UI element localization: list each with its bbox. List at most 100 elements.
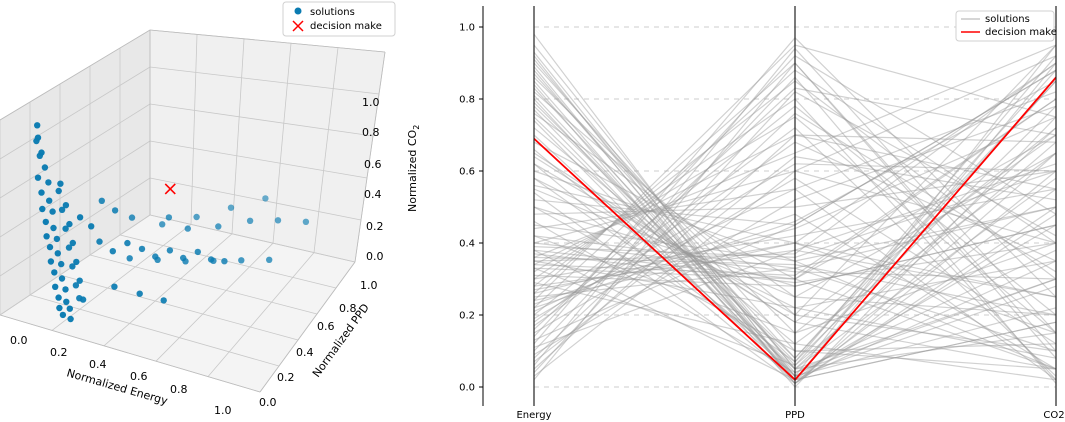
parallel-coordinates-chart: 0.0 0.2 0.4 0.6 0.8 1.0 Energy PPD CO2 soluti… [459, 6, 1065, 421]
scatter-point [50, 224, 57, 232]
scatter-point [124, 239, 131, 247]
scatter-point [221, 258, 228, 265]
x-tick-label: 0.0 [10, 334, 28, 347]
x-tick-labels: 0.0 0.2 0.4 0.6 0.8 1.0 [10, 334, 232, 417]
scatter-point [36, 152, 43, 159]
scatter-point [138, 245, 146, 253]
scatter-point [62, 202, 70, 209]
scatter-point [262, 195, 269, 202]
legend-solutions-label: solutions [985, 14, 1030, 25]
scatter-point [66, 220, 73, 228]
scatter-point [38, 189, 45, 196]
scatter-point [51, 269, 58, 276]
y-tick-label: 1.0 [459, 23, 475, 34]
scatter-point [73, 258, 80, 266]
scatter-point [63, 298, 70, 305]
scatter-point [76, 295, 83, 302]
scatter-point [111, 283, 118, 290]
grid-line [155, 242, 274, 362]
x-axis-label: Normalized Energy [65, 366, 169, 407]
scatter-point [49, 208, 56, 215]
scatter-point [184, 225, 191, 232]
scatter-point [302, 218, 310, 225]
scatter-point [69, 239, 77, 247]
grid-line [0, 66, 151, 160]
scatter-point [165, 214, 173, 221]
scatter-point [128, 214, 136, 221]
grid-line [272, 43, 292, 244]
x-axis-line [0, 314, 261, 393]
legend-solutions-marker [294, 7, 302, 15]
legend-decision-label: decision make [985, 27, 1057, 38]
scatter-point [39, 205, 46, 213]
scatter-point [65, 244, 73, 251]
scatter-point [57, 180, 64, 187]
x-tick-label: 0.4 [89, 358, 107, 371]
y-tick-labels: 0.0 0.2 0.4 0.6 0.8 1.0 [259, 279, 378, 409]
grid-line [231, 38, 245, 234]
scatter-point [136, 290, 143, 297]
scatter-point [266, 256, 273, 263]
scatter-point [246, 217, 254, 224]
scatter-point [33, 137, 40, 145]
decision-marker-group [164, 183, 176, 195]
grid-line [313, 47, 339, 253]
grid-line [149, 214, 356, 263]
scatter-point [62, 225, 69, 232]
axis-labels: Energy PPD CO2 [516, 410, 1064, 421]
grid-line [149, 140, 368, 179]
legend-decision-marker [292, 20, 304, 32]
scatter-point [41, 164, 49, 171]
scatter-point [54, 250, 61, 257]
grid-line [207, 252, 315, 377]
grid-line [190, 34, 198, 225]
z-axis-label-sub: 2 [412, 125, 421, 130]
grid-line [149, 177, 362, 221]
scatter-point [238, 257, 245, 264]
scatter-point [58, 275, 66, 282]
x-tick-label: 0.2 [50, 346, 68, 359]
scatter-point [98, 197, 106, 204]
decision-marker [164, 183, 176, 195]
scatter-3d-chart: 0.0 0.2 0.4 0.6 0.8 1.0 0.0 0.2 0.4 0.6 … [0, 1, 421, 417]
scatter-point [76, 214, 84, 221]
scatter-point [56, 304, 63, 312]
y-tick-label: 0.0 [459, 383, 475, 394]
scatter-point [62, 286, 69, 293]
axis-label-energy: Energy [516, 410, 551, 421]
legend-box [282, 1, 396, 37]
z-tick-label: 0.4 [364, 188, 382, 201]
scatter-point [58, 260, 65, 268]
z-tick-labels: 0.0 0.2 0.4 0.6 0.8 1.0 [362, 96, 384, 263]
axis-label-ppd: PPD [785, 410, 805, 421]
scatter-points [33, 122, 310, 323]
axis-label-co2: CO2 [1043, 410, 1064, 421]
scatter-point [67, 315, 74, 323]
scatter-point [274, 217, 282, 224]
legend-box [955, 10, 1055, 42]
grid-line [89, 254, 318, 315]
z-axis-label-main: Normalized CO [406, 129, 419, 212]
y-tick-label: 0.4 [459, 239, 475, 250]
scatter-point [46, 243, 54, 251]
y-tick-label: 0.6 [459, 167, 475, 178]
z-tick-label: 0.6 [364, 158, 382, 171]
scatter-point [126, 255, 133, 262]
grid-line [149, 103, 374, 137]
pane-left [0, 30, 150, 315]
grid-line [59, 274, 299, 341]
legend-right: solutions decision make [955, 10, 1057, 42]
y-axis-line [259, 261, 356, 393]
grid-line [149, 66, 380, 95]
scatter-point [154, 256, 161, 263]
scatter-point [160, 297, 167, 304]
scatter-point [34, 174, 42, 181]
scatter-point [53, 235, 61, 243]
scatter-point [34, 122, 41, 129]
decision-marker-stroke [164, 183, 176, 195]
scatter-point [69, 263, 76, 270]
y-tick-label: 0.4 [296, 346, 314, 359]
scatter-point [182, 258, 189, 265]
grid-line [0, 103, 151, 199]
